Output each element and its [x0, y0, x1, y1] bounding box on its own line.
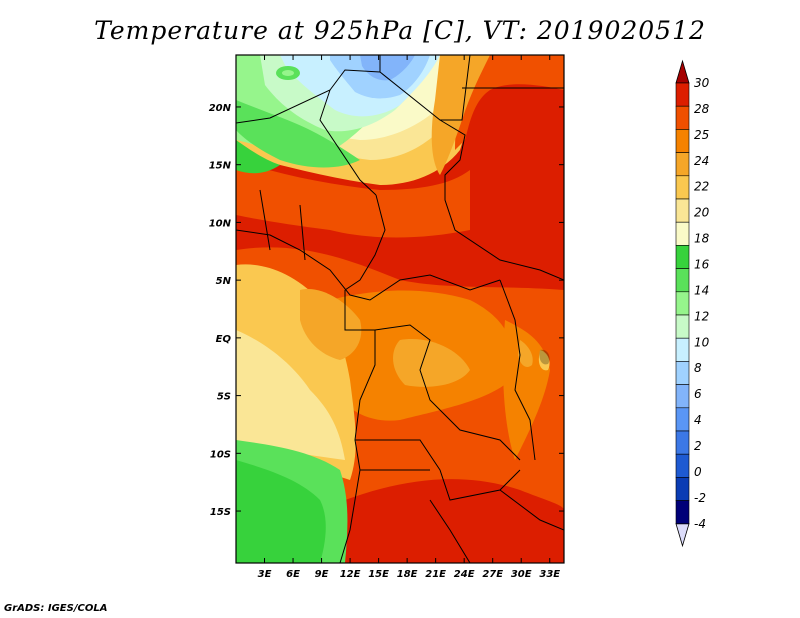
y-tick-label: 10S	[210, 449, 231, 460]
colorbar-segment	[675, 245, 690, 269]
colorbar-segment	[675, 430, 690, 455]
colorbar-segment	[675, 268, 690, 293]
colorbar-segment	[675, 361, 690, 385]
colorbar-label: 8	[694, 361, 702, 375]
field-southwest-green-dark	[236, 460, 326, 563]
colorbar-segment	[675, 477, 690, 501]
y-tick-label: 20N	[209, 103, 232, 114]
temperature-field	[236, 55, 564, 563]
map-frame	[235, 54, 565, 564]
x-tick-label: 18E	[397, 569, 418, 580]
y-tick-label: EQ	[216, 334, 232, 345]
colorbar-label: -4	[694, 517, 706, 531]
colorbar-segment	[675, 407, 690, 432]
field-south-red	[340, 479, 564, 563]
field-east-orange	[503, 320, 550, 460]
colorbar-top-arrow	[675, 59, 690, 84]
x-tick-label: 33E	[539, 569, 560, 580]
colorbar-segment	[675, 152, 690, 177]
field-highland-2	[538, 350, 550, 371]
colorbar-label: 22	[694, 180, 709, 194]
footer-credit: GrADS: IGES/COLA	[4, 603, 108, 614]
x-tick-label: 12E	[340, 569, 361, 580]
colorbar-segment	[675, 384, 690, 409]
colorbar-label: 10	[694, 335, 710, 349]
y-tick-label: 15N	[209, 161, 232, 172]
colorbar-label: 25	[694, 128, 709, 142]
x-tick-label: 3E	[258, 569, 272, 580]
colorbar-segment	[675, 221, 690, 246]
field-central-light	[393, 339, 470, 387]
lake-victoria	[539, 349, 550, 365]
country-borders	[236, 55, 564, 563]
colorbar-label: 16	[694, 258, 710, 272]
colorbar-segment	[675, 337, 690, 362]
colorbar-segment	[675, 105, 690, 130]
colorbar-label: 20	[694, 206, 710, 220]
y-tick-label: 5N	[216, 276, 232, 287]
field-highland-1	[518, 340, 533, 367]
colorbar-label: 12	[694, 309, 709, 323]
colorbar-label: 4	[694, 413, 702, 427]
field-ne-yellow	[431, 55, 490, 175]
colorbar-label: 2	[694, 439, 702, 453]
colorbar-label: 28	[694, 102, 710, 116]
colorbar-segment	[675, 500, 690, 525]
colorbar-segment	[675, 82, 690, 107]
x-tick-label: 15E	[368, 569, 389, 580]
colorbar-segment	[675, 314, 690, 339]
map-title: Temperature at 925hPa [C], VT: 201902051…	[94, 16, 706, 45]
x-tick-label: 24E	[454, 569, 475, 580]
colorbar-label: 6	[694, 387, 702, 401]
colorbar-label: -2	[694, 491, 706, 505]
y-tick-label: 5S	[217, 392, 231, 403]
colorbar-label: 14	[694, 283, 709, 297]
colorbar-segment	[675, 453, 690, 478]
field-gulf-yellow	[300, 289, 362, 360]
field-cold-spot2	[282, 70, 294, 76]
colorbar-label: 30	[694, 76, 710, 90]
x-tick-label: 21E	[425, 569, 446, 580]
x-tick-label: 30E	[511, 569, 532, 580]
x-tick-label: 9E	[315, 569, 329, 580]
colorbar-segment	[675, 175, 690, 200]
y-tick-label: 15S	[210, 507, 231, 518]
colorbar-label: 0	[694, 465, 702, 479]
colorbar-bottom-arrow	[675, 523, 690, 548]
colorbar-label: 18	[694, 232, 710, 246]
y-tick-label: 10N	[209, 218, 232, 229]
colorbar-label: 24	[694, 154, 709, 168]
field-sahara-blue3	[360, 55, 415, 81]
x-tick-label: 27E	[482, 569, 503, 580]
colorbar-segment	[675, 129, 690, 153]
field-ne-orange	[455, 55, 564, 150]
map-axes: 3E 6E 9E 12E 15E 18E 21E 24E 27E 30E 33E 20N 15N 10N 5…	[209, 55, 564, 580]
colorbar-segment	[675, 198, 690, 223]
field-sahara-green3	[236, 140, 280, 174]
x-tick-label: 6E	[286, 569, 300, 580]
field-sahel-orange	[236, 160, 470, 238]
field-atlantic-light	[236, 330, 345, 460]
field-sahara-green2	[236, 100, 360, 168]
colorbar-segment	[675, 291, 690, 316]
